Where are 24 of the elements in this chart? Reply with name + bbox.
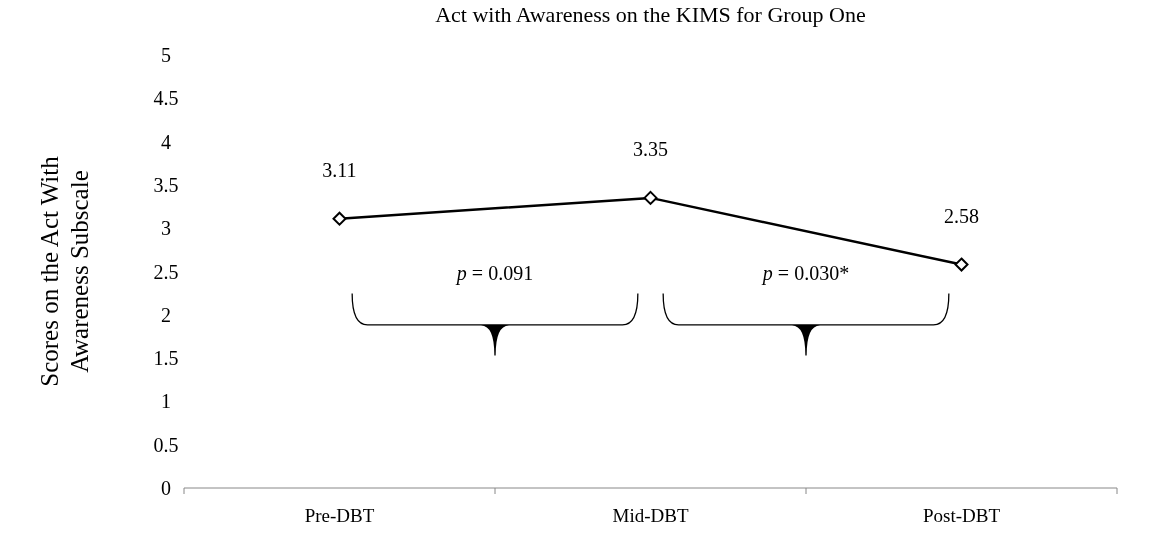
y-tick-label: 1.5 (153, 347, 179, 370)
y-tick-label: 0 (161, 477, 171, 499)
y-tick-label: 4 (161, 130, 171, 153)
y-tick-label: 2 (161, 303, 171, 326)
point (332, 211, 347, 226)
data-label: 2.58 (944, 204, 979, 227)
y-tick-label: 3 (161, 217, 171, 240)
data-label: 3.11 (322, 158, 357, 181)
chart-title: Act with Awareness on the KIMS for Group One (435, 2, 866, 27)
y-axis-title: Scores on the Act With Awareness Subscale (36, 155, 93, 387)
y-tick-label: 1 (161, 390, 171, 413)
annotation: p = 0.030* (760, 261, 850, 285)
y-tick-label: 2.5 (153, 260, 179, 283)
y-tick-label: 4.5 (153, 87, 179, 110)
data-label: 3.35 (633, 137, 668, 160)
x-tick-label: Mid-DBT (612, 505, 689, 526)
annotation: p = 0.091 (454, 261, 534, 285)
y-tick-label: 5 (161, 44, 171, 66)
x-tick-label: Pre-DBT (304, 505, 375, 526)
point (643, 190, 658, 205)
y-tick-label: 0.5 (153, 433, 179, 456)
y-tick-label: 3.5 (153, 173, 179, 196)
x-tick-label: Post-DBT (922, 505, 1001, 526)
point (954, 257, 969, 272)
